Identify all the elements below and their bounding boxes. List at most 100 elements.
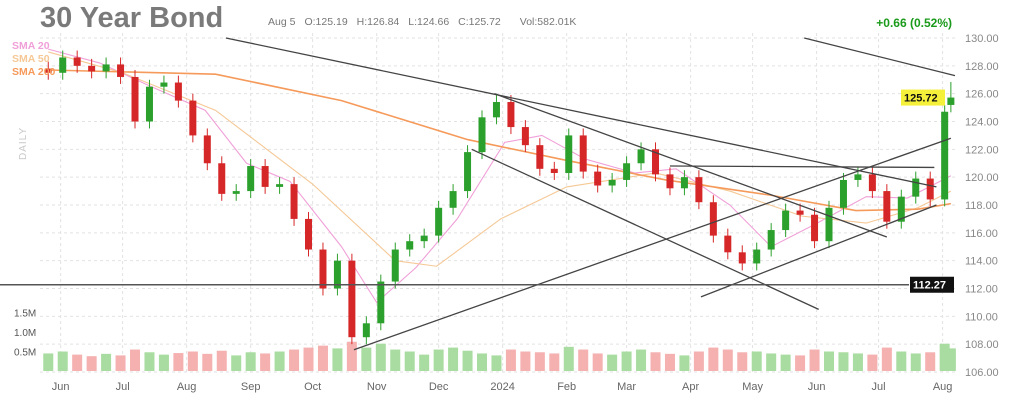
candle-body xyxy=(521,127,529,146)
y-tick-label: 124.00 xyxy=(965,117,999,129)
volume-bar xyxy=(101,353,112,371)
candle-body xyxy=(420,235,428,242)
x-tick-label: Aug xyxy=(933,381,953,393)
volume-bar xyxy=(202,353,213,371)
candle-body xyxy=(680,177,688,189)
candle-body xyxy=(492,102,500,118)
candle-body xyxy=(738,252,746,264)
volume-bar xyxy=(945,348,956,371)
x-tick-label: Apr xyxy=(682,381,699,393)
bar-low: L:124.66 xyxy=(408,16,450,28)
candle-body xyxy=(623,163,631,180)
y-tick-label: 116.00 xyxy=(965,228,998,240)
candle-body xyxy=(912,178,920,197)
x-tick-label: Oct xyxy=(304,381,321,393)
volume-bar xyxy=(636,349,647,371)
volume-bar xyxy=(838,352,849,371)
trendline xyxy=(225,37,937,188)
volume-bar xyxy=(173,353,184,371)
trendline xyxy=(700,204,937,298)
candle-body xyxy=(709,202,717,236)
volume-bar xyxy=(549,353,560,371)
x-tick-label: Jun xyxy=(52,381,70,393)
candle-body xyxy=(377,281,385,324)
candle-body xyxy=(145,86,153,122)
candle-body xyxy=(897,196,905,222)
candle-body xyxy=(507,102,515,128)
volume-bar xyxy=(491,355,502,371)
volume-bar xyxy=(57,351,68,371)
candle-body xyxy=(464,152,472,192)
y-tick-label: 110.00 xyxy=(965,311,998,323)
candle-body xyxy=(319,249,327,289)
volume-bar xyxy=(795,355,806,371)
x-tick-label: Jul xyxy=(872,381,886,393)
candle-body xyxy=(666,174,674,189)
volume-bar xyxy=(419,354,430,371)
volume-bar xyxy=(361,347,372,371)
candle-body xyxy=(449,191,457,208)
sma-line-sma20 xyxy=(48,48,952,304)
volume-tick-label: 1.0M xyxy=(14,328,36,339)
volume-bar xyxy=(216,350,227,371)
trendline xyxy=(669,165,935,169)
candle-body xyxy=(579,135,587,172)
volume-bar xyxy=(766,353,777,371)
candle-body xyxy=(232,191,240,194)
candle-body xyxy=(189,100,197,136)
candle-body xyxy=(247,166,255,192)
trendline xyxy=(804,37,956,77)
candle-body xyxy=(839,179,847,208)
volume-bar xyxy=(260,353,271,371)
volume-bar xyxy=(664,353,675,371)
support-price-label: 112.27 xyxy=(913,280,946,292)
candle-body xyxy=(44,68,52,73)
candle-body xyxy=(290,184,298,219)
bar-open: O:125.19 xyxy=(304,16,348,28)
volume-bar xyxy=(187,351,198,371)
candle-body xyxy=(131,76,139,122)
candle-body xyxy=(406,241,414,250)
volume-bar xyxy=(462,350,473,371)
candle-body xyxy=(608,179,616,186)
last-price-tag xyxy=(901,89,945,106)
volume-bar xyxy=(708,347,719,371)
volume-bar xyxy=(939,343,950,371)
candle-body xyxy=(276,184,284,187)
last-price-label: 125.72 xyxy=(904,93,938,105)
volume-bar xyxy=(867,354,878,371)
candle-body xyxy=(753,249,761,264)
candle-body xyxy=(391,249,399,282)
volume-bar xyxy=(780,354,791,371)
volume-bar xyxy=(158,354,169,371)
candle-body xyxy=(348,260,356,338)
y-tick-label: 106.00 xyxy=(965,367,999,379)
x-tick-label: Mar xyxy=(617,381,636,393)
y-tick-label: 112.00 xyxy=(965,284,998,296)
volume-bar xyxy=(534,352,545,371)
volume-bar xyxy=(722,349,733,371)
candle-body xyxy=(102,64,110,72)
y-tick-label: 114.00 xyxy=(965,256,998,268)
candle-body xyxy=(435,207,443,236)
volume-bar xyxy=(130,349,141,371)
candle-body xyxy=(160,82,168,87)
candle-body xyxy=(333,260,341,289)
volume-bar xyxy=(578,349,589,371)
volume-bar xyxy=(809,349,820,371)
candle-body xyxy=(117,64,125,77)
price-change: +0.66 (0.52%) xyxy=(876,16,952,30)
volume-tick-label: 1.5M xyxy=(14,309,36,320)
x-tick-label: Jul xyxy=(116,381,130,393)
candle-body xyxy=(947,97,955,105)
candle-body xyxy=(652,149,660,175)
trendline xyxy=(353,137,952,351)
candle-body xyxy=(478,117,486,153)
chart-title: 30 Year Bond xyxy=(40,2,224,34)
candle-body xyxy=(536,145,544,169)
volume-bar xyxy=(274,351,285,371)
x-tick-label: Feb xyxy=(557,381,576,393)
volume-bar xyxy=(245,352,256,371)
candle-body xyxy=(811,214,819,242)
